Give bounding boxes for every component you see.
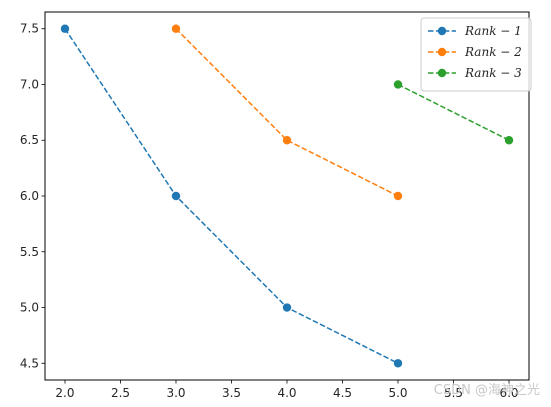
data-point [60,24,70,33]
data-point [504,136,514,145]
series-line-3 [397,83,510,141]
x-tick-label: 6.0 [499,386,518,400]
x-tick-label: 5.5 [444,386,463,400]
legend-marker [437,68,447,78]
y-axis: 4.5 5.0 5.5 6.0 6.5 7.0 7.5 [20,22,45,370]
x-tick-label: 3.0 [166,386,185,400]
legend-label: Rank − 1 [464,24,522,38]
y-tick-label: 7.0 [20,77,39,91]
x-tick-label: 4.5 [333,386,352,400]
legend-marker [437,26,447,36]
data-point [171,191,181,201]
x-tick-label: 5.0 [388,386,407,400]
series-layer [60,24,514,368]
y-tick-label: 4.5 [20,356,39,370]
y-tick-label: 7.5 [20,22,39,36]
y-tick-label: 5.0 [20,301,39,315]
data-point [282,303,292,312]
data-point [393,191,403,201]
legend: Rank − 1 Rank − 2 Rank − 3 [420,17,532,92]
series-line-1 [64,28,399,364]
legend-label: Rank − 3 [464,66,522,80]
x-tick-label: 4.0 [277,386,296,400]
y-tick-label: 6.5 [20,133,39,147]
data-point [393,80,403,89]
watermark: CSDN @海神之光 [434,383,540,398]
x-tick-label: 3.5 [222,386,241,400]
legend-label: Rank − 2 [464,45,522,59]
y-tick-label: 6.0 [20,189,39,203]
data-point [171,24,181,33]
legend-marker [437,47,447,57]
y-tick-label: 5.5 [20,245,39,259]
x-axis: 2.0 2.5 3.0 3.5 4.0 4.5 5.0 5.5 6.0 [55,380,519,400]
x-tick-label: 2.5 [111,386,130,400]
data-point [282,136,292,145]
series-line-2 [175,28,399,197]
data-point [393,359,403,368]
x-tick-label: 2.0 [55,386,74,400]
